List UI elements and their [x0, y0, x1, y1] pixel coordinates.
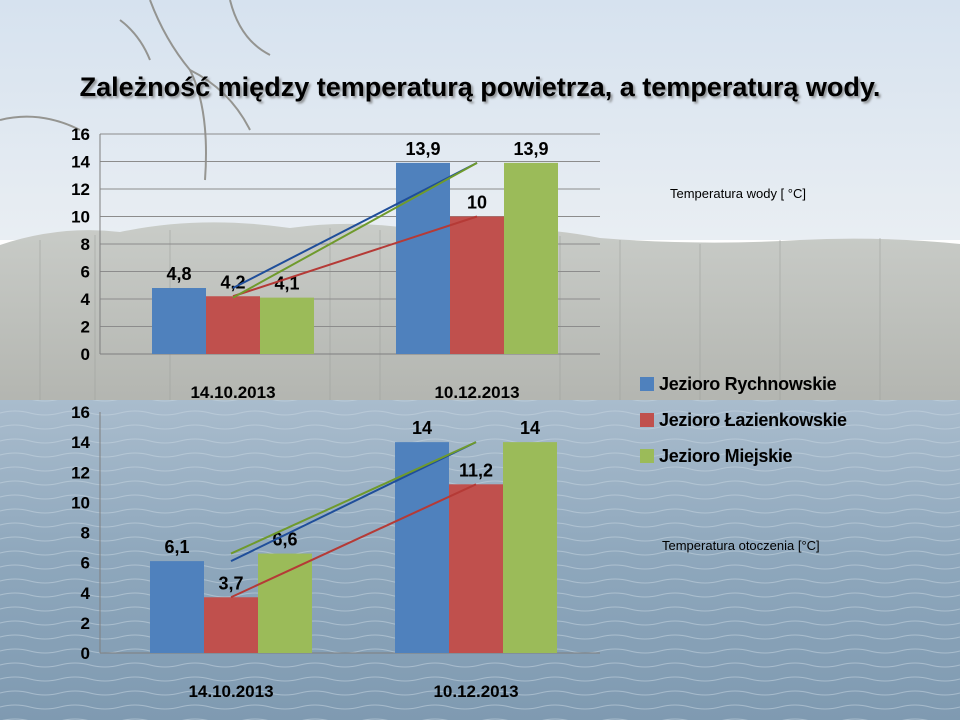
water-temperature-caption: Temperatura wody [ °C]	[670, 186, 806, 201]
data-label: 14	[520, 418, 540, 438]
y-tick-label: 6	[81, 263, 90, 282]
data-label: 3,7	[218, 573, 243, 593]
air-temperature-caption: Temperatura otoczenia [°C]	[662, 538, 820, 553]
legend: Jezioro Rychnowskie Jezioro Łazienkowski…	[640, 366, 847, 474]
bar	[204, 597, 258, 653]
x-category-label: 14.10.2013	[190, 383, 275, 402]
legend-item: Jezioro Łazienkowskie	[640, 402, 847, 438]
y-tick-label: 16	[71, 125, 90, 144]
x-category-label: 14.10.2013	[188, 682, 273, 701]
y-tick-label: 14	[71, 153, 90, 172]
y-tick-label: 6	[81, 554, 90, 573]
trendline	[232, 161, 478, 289]
legend-item: Jezioro Rychnowskie	[640, 366, 847, 402]
x-category-label: 10.12.2013	[433, 682, 518, 701]
bar	[150, 561, 204, 653]
bar	[258, 553, 312, 653]
legend-swatch-rychnowskie	[640, 377, 654, 391]
legend-item: Jezioro Miejskie	[640, 438, 847, 474]
bar	[152, 288, 206, 354]
legend-label: Jezioro Łazienkowskie	[659, 409, 847, 430]
y-tick-label: 12	[71, 463, 90, 482]
y-tick-label: 12	[71, 180, 90, 199]
y-tick-label: 14	[71, 433, 90, 452]
y-tick-label: 2	[81, 614, 90, 633]
y-tick-label: 4	[81, 584, 91, 603]
trendline	[232, 161, 478, 299]
data-label: 4,1	[274, 274, 299, 294]
trendline	[230, 441, 477, 563]
y-tick-label: 10	[71, 493, 90, 512]
y-tick-label: 8	[81, 235, 90, 254]
y-tick-label: 0	[81, 644, 90, 663]
bar	[395, 442, 449, 653]
legend-swatch-lazienkowskie	[640, 413, 654, 427]
y-tick-label: 4	[81, 290, 91, 309]
data-label: 10	[467, 193, 487, 213]
bar	[449, 484, 503, 653]
trendline	[232, 215, 478, 298]
slide-title: Zależność między temperaturą powietrza, …	[79, 72, 881, 102]
data-label: 13,9	[405, 139, 440, 159]
trendline	[230, 441, 477, 555]
bar	[206, 296, 260, 354]
data-label: 6,1	[164, 537, 189, 557]
data-label: 11,2	[459, 460, 493, 480]
data-label: 14	[412, 418, 432, 438]
bar	[396, 162, 450, 354]
y-tick-label: 8	[81, 524, 90, 543]
data-label: 4,8	[166, 264, 191, 284]
data-label: 4,2	[220, 272, 245, 292]
y-tick-label: 0	[81, 345, 90, 364]
bar	[504, 162, 558, 354]
bar	[450, 216, 504, 354]
bar	[260, 297, 314, 354]
y-tick-label: 16	[71, 403, 90, 422]
legend-swatch-miejskie	[640, 449, 654, 463]
x-category-label: 10.12.2013	[434, 383, 519, 402]
trendline	[230, 483, 477, 599]
legend-label: Jezioro Miejskie	[659, 445, 793, 466]
bar	[503, 442, 557, 653]
y-tick-label: 2	[81, 318, 90, 337]
data-label: 13,9	[513, 139, 548, 159]
y-tick-label: 10	[71, 208, 90, 227]
legend-label: Jezioro Rychnowskie	[659, 373, 837, 394]
data-label: 6,6	[272, 530, 297, 550]
